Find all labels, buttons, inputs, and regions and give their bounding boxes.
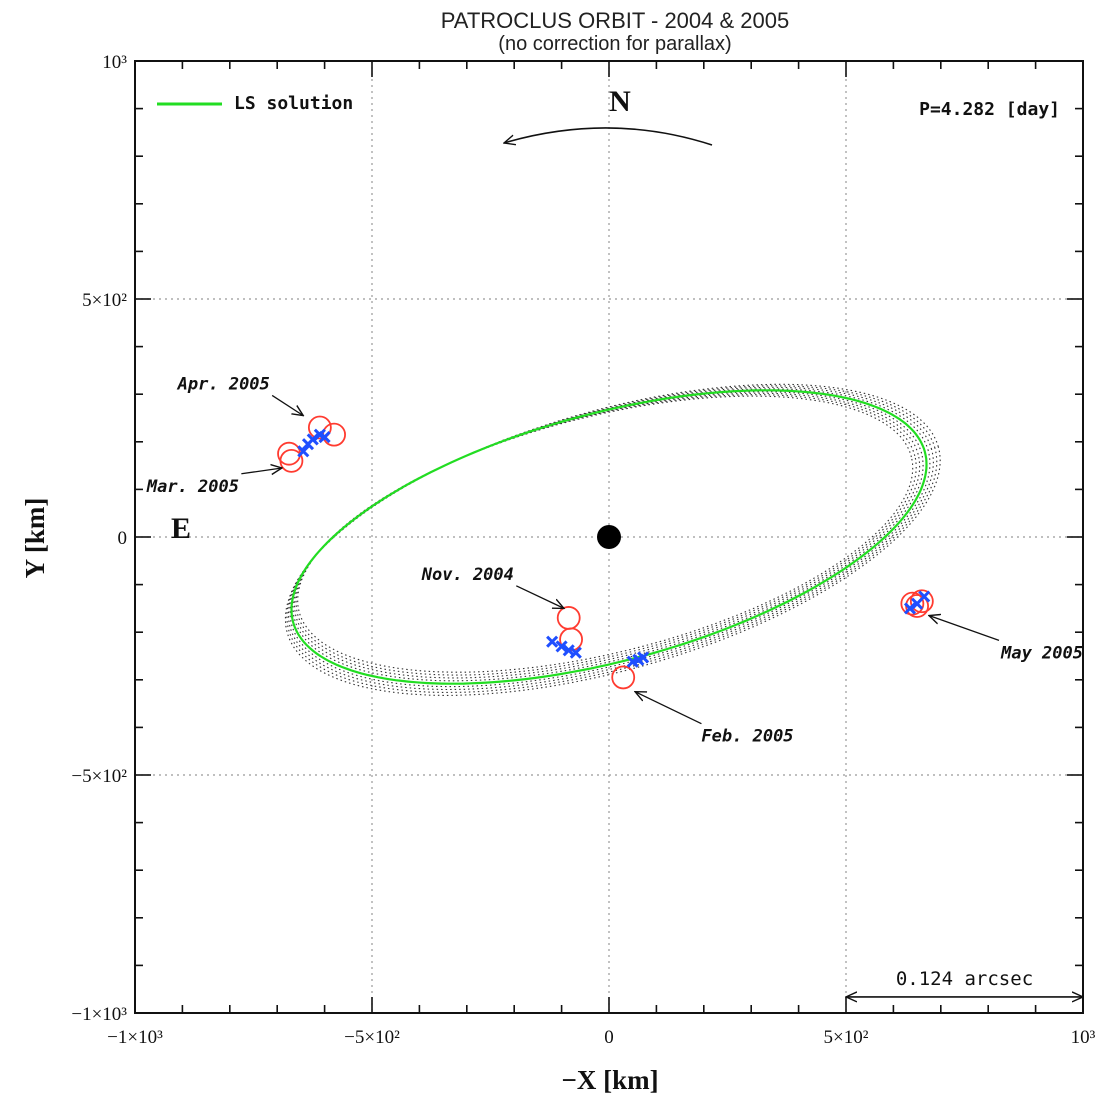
y-tick-label: −1×10³ — [71, 1004, 127, 1025]
predicted-point-stroke — [318, 430, 331, 444]
predicted-point-stroke — [313, 428, 326, 441]
epoch-label: Apr. 2005 — [177, 374, 270, 394]
epoch-arrow — [929, 616, 1000, 641]
orbit-solution-dotted — [287, 386, 934, 691]
predicted-point-stroke — [555, 640, 568, 653]
orbit-solution-dotted — [289, 388, 931, 688]
orbit-solution-dotted — [294, 392, 921, 679]
epoch-annotations: Apr. 2005 Mar. 2005 Nov. 2004 Feb. 2005 May … — [146, 374, 1083, 746]
observed-point — [277, 441, 301, 466]
epoch-arrow — [635, 692, 702, 725]
predicted-point — [637, 651, 650, 664]
epoch-label: Mar. 2005 — [146, 477, 239, 497]
predicted-point-stroke — [903, 602, 917, 615]
predicted-point — [555, 640, 568, 653]
epoch-arrow — [271, 394, 303, 415]
observed-point — [909, 589, 934, 614]
observed-point — [307, 415, 332, 440]
predicted-point-stroke — [637, 651, 650, 664]
observed-point — [556, 606, 581, 630]
data-markers — [277, 415, 934, 690]
chart-title: PATROCLUS ORBIT - 2004 & 2005 — [441, 8, 789, 33]
observed-point — [559, 627, 583, 652]
y-tick-label: 10³ — [102, 52, 127, 73]
orbit-solution-dotted — [292, 391, 924, 682]
epoch-arrow — [241, 468, 282, 474]
chart-subtitle: (no correction for parallax) — [498, 33, 731, 55]
predicted-point — [918, 590, 931, 603]
observed-point — [279, 448, 304, 473]
predicted-point — [546, 635, 559, 648]
predicted-point-stroke — [918, 590, 931, 603]
axis-ticks: −1×10³ −5×10² 0 5×10² 10³ 10³ 5×10² 0 −5×10² −1×1… — [71, 52, 1095, 1048]
x-tick-label: −1×10³ — [107, 1027, 163, 1048]
epoch-label: Nov. 2004 — [421, 565, 514, 585]
rotation-arrow — [504, 127, 713, 146]
y-tick-label: 0 — [118, 528, 128, 549]
x-tick-label: −5×10² — [344, 1027, 400, 1048]
scale-bar-label: 0.124 arcsec — [896, 968, 1033, 990]
predicted-point-stroke — [546, 635, 559, 648]
east-label: E — [171, 512, 191, 545]
x-axis-label: −X [km] — [561, 1065, 658, 1095]
y-tick-label: −5×10² — [71, 766, 127, 787]
predicted-point — [903, 602, 917, 615]
predicted-point — [569, 646, 582, 659]
observed-point — [611, 665, 636, 690]
predicted-point-stroke — [306, 433, 319, 446]
ls-solution-orbit — [290, 389, 928, 685]
primary-body — [597, 525, 621, 549]
epoch-label: May 2005 — [1000, 643, 1083, 663]
north-label: N — [609, 85, 631, 118]
observed-point — [900, 591, 925, 616]
epoch-arrow — [515, 585, 564, 609]
legend-label: LS solution — [234, 93, 353, 114]
predicted-point-stroke — [569, 646, 582, 659]
y-tick-label: 5×10² — [82, 290, 127, 311]
x-tick-label: 10³ — [1071, 1027, 1096, 1048]
period-label: P=4.282 [day] — [919, 99, 1060, 120]
predicted-point — [318, 430, 331, 444]
scale-bar: 0.124 arcsec — [846, 968, 1083, 997]
x-tick-label: 5×10² — [824, 1027, 869, 1048]
orbit-solution-dotted — [284, 383, 941, 696]
x-tick-label: 0 — [604, 1027, 614, 1048]
predicted-point-stroke — [297, 445, 310, 458]
predicted-point — [306, 433, 319, 446]
orbit-solution-dotted — [286, 385, 938, 693]
y-axis-label: Y [km] — [20, 498, 50, 579]
epoch-label: Feb. 2005 — [701, 727, 793, 747]
predicted-point — [297, 445, 310, 458]
